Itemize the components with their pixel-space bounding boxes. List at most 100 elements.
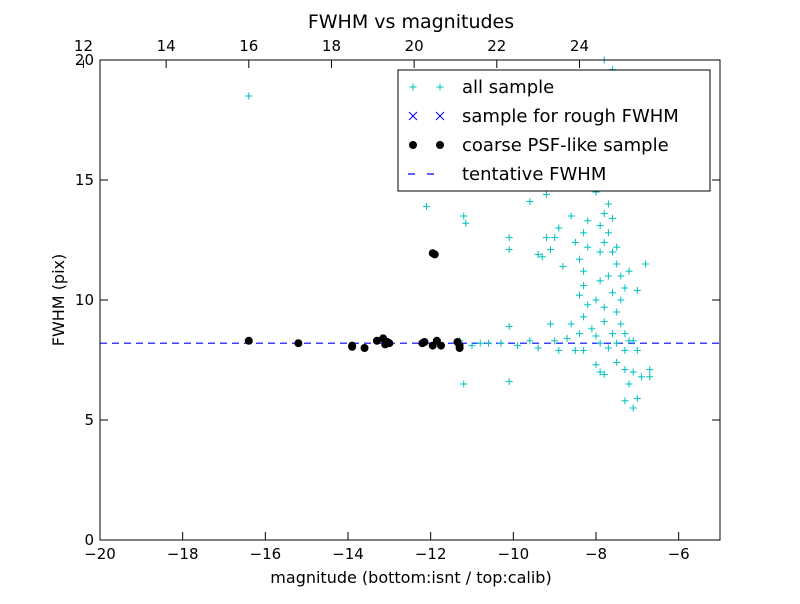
all-sample-point: [462, 219, 470, 227]
all-sample-point: [592, 296, 600, 304]
all-sample-point: [613, 308, 621, 316]
all-sample-point: [629, 337, 637, 345]
all-sample-point: [534, 250, 542, 258]
all-sample-point: [621, 346, 629, 354]
all-sample-point: [621, 284, 629, 292]
all-sample-point: [505, 234, 513, 242]
all-sample-point: [621, 366, 629, 374]
x-axis-label: magnitude (bottom:isnt / top:calib): [270, 568, 551, 587]
all-sample-point: [604, 344, 612, 352]
coarse-psf-point: [372, 336, 381, 345]
all-sample-point: [596, 222, 604, 230]
all-sample-point: [613, 243, 621, 251]
all-sample-point: [604, 272, 612, 280]
all-sample-point: [600, 238, 608, 246]
legend-dot: [436, 141, 444, 149]
all-sample-point: [580, 267, 588, 275]
all-sample-point: [609, 214, 617, 222]
all-sample-point: [460, 380, 468, 388]
all-sample-point: [596, 248, 604, 256]
x-tick-label: −8: [585, 545, 607, 563]
all-sample-point: [460, 212, 468, 220]
top-tick-label: 24: [570, 37, 589, 55]
all-sample-point: [596, 368, 604, 376]
all-sample-point: [542, 234, 550, 242]
all-sample-point: [571, 238, 579, 246]
all-sample-point: [596, 339, 604, 347]
coarse-psf-point: [348, 342, 357, 351]
all-sample-point: [621, 330, 629, 338]
all-sample-point: [547, 320, 555, 328]
all-sample-point: [604, 200, 612, 208]
all-sample-point: [526, 337, 534, 345]
legend-x-b: [435, 111, 445, 121]
all-sample-point: [642, 260, 650, 268]
all-sample-point: [600, 318, 608, 326]
coarse-psf-point: [294, 339, 303, 348]
y-tick-label: 5: [84, 411, 94, 429]
chart-title: FWHM vs magnitudes: [308, 11, 514, 33]
all-sample-point: [534, 344, 542, 352]
all-sample-point: [505, 322, 513, 330]
all-sample-point: [609, 330, 617, 338]
all-sample-point: [571, 346, 579, 354]
all-sample-point: [559, 262, 567, 270]
x-tick-label: −14: [332, 545, 364, 563]
all-sample-point: [580, 346, 588, 354]
x-tick-label: −10: [498, 545, 530, 563]
all-sample-point: [476, 339, 484, 347]
all-sample-point: [584, 301, 592, 309]
all-sample-point: [613, 260, 621, 268]
all-sample-point: [604, 229, 612, 237]
y-tick-label: 10: [75, 291, 94, 309]
top-tick-label: 22: [487, 37, 506, 55]
coarse-psf-point: [360, 344, 369, 352]
coarse-psf-point: [385, 339, 394, 348]
all-sample-point: [592, 332, 600, 340]
y-tick-label: 15: [75, 171, 94, 189]
x-tick-label: −12: [415, 545, 447, 563]
all-sample-point: [588, 325, 596, 333]
all-sample-point: [584, 217, 592, 225]
top-tick-label: 12: [74, 37, 93, 55]
all-sample-point: [580, 313, 588, 321]
all-sample-point: [555, 224, 563, 232]
all-sample-point: [245, 92, 253, 100]
legend-x-b: [408, 111, 418, 121]
all-sample-point: [629, 368, 637, 376]
all-sample-point: [468, 342, 476, 350]
y-tick-label: 20: [75, 51, 94, 69]
all-sample-point: [600, 370, 608, 378]
all-sample-point: [646, 366, 654, 374]
all-sample-point: [613, 339, 621, 347]
legend-item: sample for rough FWHM: [408, 106, 679, 127]
all-sample-point: [633, 346, 641, 354]
all-sample-point: [575, 291, 583, 299]
all-sample-point: [505, 246, 513, 254]
all-sample-point: [538, 253, 546, 261]
all-sample-point: [600, 210, 608, 218]
x-tick-label: −18: [167, 545, 199, 563]
legend-label: tentative FWHM: [462, 164, 606, 185]
top-tick-label: 18: [322, 37, 341, 55]
all-sample-point: [609, 248, 617, 256]
all-sample-point: [575, 255, 583, 263]
legend-dot: [409, 141, 417, 149]
legend-label: all sample: [462, 77, 554, 98]
all-sample-point: [526, 198, 534, 206]
all-sample-point: [485, 339, 493, 347]
all-sample-point: [547, 246, 555, 254]
all-sample-point: [567, 212, 575, 220]
all-sample-point: [633, 286, 641, 294]
all-sample-point: [505, 378, 513, 386]
all-sample-point: [633, 394, 641, 402]
legend-item: tentative FWHM: [408, 164, 606, 185]
all-sample-point: [617, 272, 625, 280]
all-sample-point: [613, 358, 621, 366]
all-sample-point: [617, 320, 625, 328]
all-sample-point: [580, 229, 588, 237]
all-sample-point: [563, 334, 571, 342]
all-sample-point: [629, 404, 637, 412]
